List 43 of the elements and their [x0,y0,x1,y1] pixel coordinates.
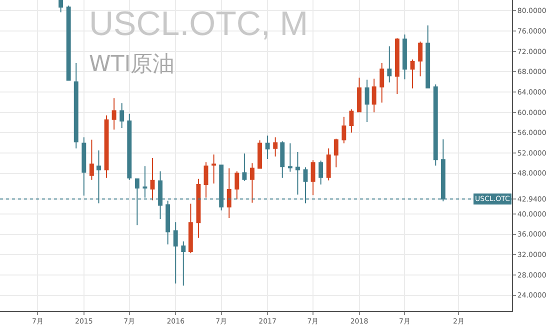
candlestick [387,46,392,83]
candlestick [418,41,423,77]
candlestick [226,168,232,218]
candlestick [89,139,94,180]
candlestick [173,222,178,284]
candlestick [265,135,270,160]
candlestick [242,152,247,182]
candlestick [326,148,331,181]
candlestick [196,178,201,238]
candlestick [342,116,346,144]
candlestick [364,79,370,122]
candlestick [372,78,376,113]
candlestick [433,84,438,166]
candlestick [318,160,324,185]
candlestick [410,58,415,89]
candlestick [120,102,124,129]
candlestick [357,77,362,113]
text: WTI原油 [89,52,175,77]
candlestick [426,24,430,88]
candlestick [212,154,216,184]
candlestick [273,136,278,158]
candlestick [234,170,240,200]
candlestick [295,151,300,196]
candlestick [82,136,86,196]
candlestick [104,114,109,178]
candlestick [112,98,116,130]
candlestick [402,34,407,80]
candlestick [310,160,316,196]
candlestick [250,162,254,204]
candlestick [258,140,262,169]
candlestick [127,113,132,180]
candlestick [74,62,78,149]
candlestick [288,142,292,172]
candlestick [380,62,384,104]
candlestick [204,162,208,198]
candlestick [181,240,186,286]
candlestick [334,138,338,168]
candlestick [349,108,354,134]
candlestick [188,203,193,254]
candlestick [394,38,400,95]
candlestick [280,140,285,178]
candlestick [150,158,155,201]
candlestick [66,5,71,81]
